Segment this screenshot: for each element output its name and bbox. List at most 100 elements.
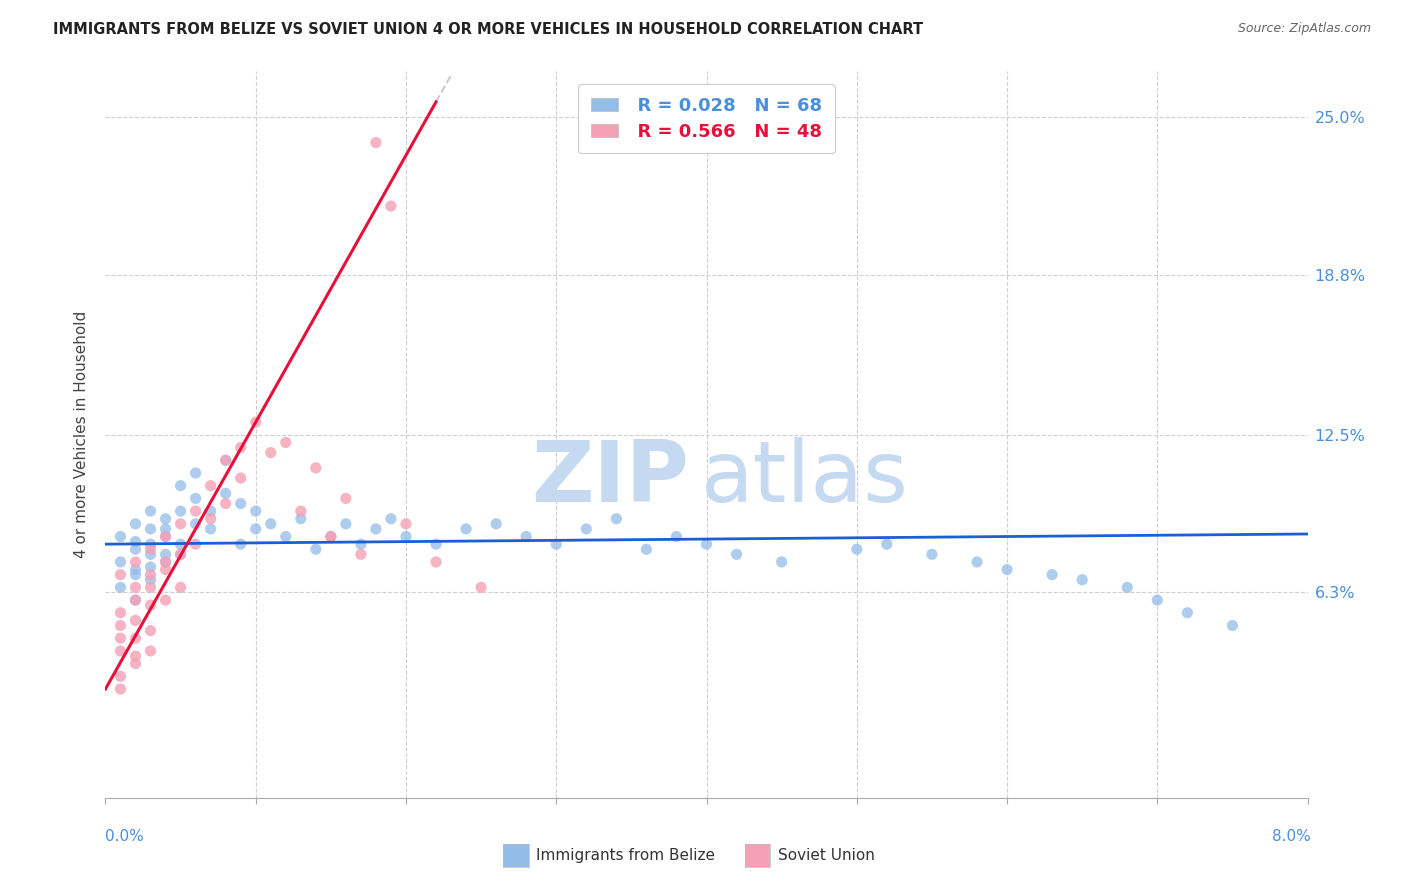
Point xyxy=(139,542,162,557)
Point xyxy=(245,522,267,536)
Point xyxy=(155,547,177,561)
Point xyxy=(485,516,508,531)
Point xyxy=(169,537,191,551)
Point xyxy=(110,631,132,645)
Point xyxy=(124,580,146,594)
Point xyxy=(214,453,236,467)
Point xyxy=(605,512,627,526)
Point xyxy=(124,563,146,577)
Point xyxy=(845,542,868,557)
Point xyxy=(319,529,342,543)
Point xyxy=(139,537,162,551)
Text: Immigrants from Belize: Immigrants from Belize xyxy=(536,848,714,863)
Point xyxy=(380,199,402,213)
Point xyxy=(139,573,162,587)
Point xyxy=(155,593,177,607)
Point xyxy=(305,461,328,475)
Text: 8.0%: 8.0% xyxy=(1271,830,1310,844)
Point xyxy=(995,563,1018,577)
Text: IMMIGRANTS FROM BELIZE VS SOVIET UNION 4 OR MORE VEHICLES IN HOUSEHOLD CORRELATI: IMMIGRANTS FROM BELIZE VS SOVIET UNION 4… xyxy=(53,22,924,37)
Point xyxy=(124,657,146,671)
Point xyxy=(290,504,312,518)
Point xyxy=(245,504,267,518)
Point xyxy=(200,504,222,518)
Point xyxy=(110,644,132,658)
Point xyxy=(155,529,177,543)
Point xyxy=(290,512,312,526)
Point xyxy=(260,445,283,459)
Point xyxy=(515,529,537,543)
Point xyxy=(124,593,146,607)
Point xyxy=(124,631,146,645)
Point xyxy=(454,522,477,536)
Point xyxy=(260,516,283,531)
Point xyxy=(636,542,658,557)
Point xyxy=(335,491,357,506)
Point xyxy=(124,516,146,531)
Point xyxy=(110,681,132,696)
Text: Soviet Union: Soviet Union xyxy=(778,848,875,863)
Point xyxy=(350,537,373,551)
Point xyxy=(319,529,342,543)
Point xyxy=(200,522,222,536)
Point xyxy=(139,624,162,638)
Point xyxy=(124,555,146,569)
Point xyxy=(274,435,297,450)
Point xyxy=(184,504,207,518)
Point xyxy=(184,516,207,531)
Point xyxy=(245,415,267,429)
Text: ZIP: ZIP xyxy=(530,437,689,520)
Point xyxy=(546,537,568,551)
Point xyxy=(184,491,207,506)
Point xyxy=(770,555,793,569)
Point xyxy=(200,478,222,492)
Point xyxy=(696,537,718,551)
Point xyxy=(110,555,132,569)
Text: Source: ZipAtlas.com: Source: ZipAtlas.com xyxy=(1237,22,1371,36)
Point xyxy=(395,529,418,543)
Point xyxy=(200,512,222,526)
Point xyxy=(169,547,191,561)
Point xyxy=(124,534,146,549)
Point xyxy=(139,547,162,561)
Point xyxy=(364,136,387,150)
Point xyxy=(1071,573,1094,587)
Point xyxy=(1116,580,1139,594)
Point xyxy=(169,516,191,531)
Point xyxy=(110,618,132,632)
Y-axis label: 4 or more Vehicles in Household: 4 or more Vehicles in Household xyxy=(75,311,90,558)
Point xyxy=(110,606,132,620)
Point xyxy=(184,466,207,480)
Point xyxy=(139,598,162,612)
Point xyxy=(169,504,191,518)
Point xyxy=(470,580,492,594)
Point xyxy=(725,547,748,561)
Point xyxy=(110,567,132,582)
Point xyxy=(350,547,373,561)
Point xyxy=(305,542,328,557)
Point xyxy=(155,555,177,569)
Point xyxy=(124,567,146,582)
Point xyxy=(124,593,146,607)
Point xyxy=(274,529,297,543)
Point xyxy=(139,567,162,582)
Point xyxy=(395,516,418,531)
Point xyxy=(139,522,162,536)
Point xyxy=(575,522,598,536)
Point xyxy=(139,644,162,658)
Point xyxy=(110,669,132,683)
Point xyxy=(155,522,177,536)
Point xyxy=(139,580,162,594)
Point xyxy=(139,504,162,518)
Text: 0.0%: 0.0% xyxy=(105,830,145,844)
Point xyxy=(139,560,162,574)
Point xyxy=(1175,606,1198,620)
Point xyxy=(169,580,191,594)
Point xyxy=(876,537,898,551)
Point xyxy=(229,496,252,510)
Point xyxy=(1222,618,1244,632)
Point xyxy=(155,555,177,569)
Point xyxy=(229,471,252,485)
Point xyxy=(214,486,236,500)
Point xyxy=(665,529,688,543)
